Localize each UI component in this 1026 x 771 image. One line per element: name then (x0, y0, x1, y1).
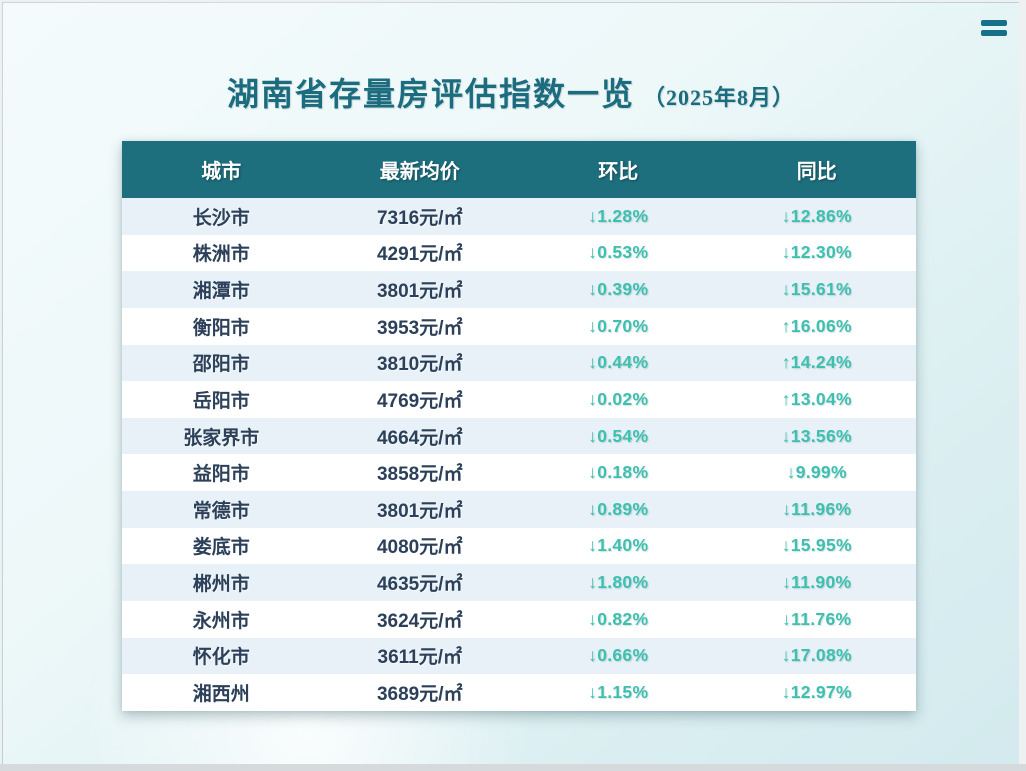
yoy-cell: ↓9.99% (786, 462, 847, 483)
mom-cell: ↓1.15% (588, 681, 649, 702)
table-row: 怀化市 3611元/㎡ ↓0.66% ↓17.08% (122, 637, 916, 675)
table-header-row: 城市 最新均价 环比 同比 (122, 141, 916, 198)
page-title-main: 湖南省存量房评估指数一览 (226, 76, 635, 112)
city-cell: 娄底市 (192, 537, 250, 559)
city-cell: 怀化市 (192, 647, 250, 669)
mom-cell: ↓0.18% (588, 462, 649, 483)
city-cell: 邵阳市 (192, 354, 250, 376)
table-row: 衡阳市 3953元/㎡ ↓0.70% ↑16.06% (122, 307, 916, 345)
city-cell: 衡阳市 (192, 317, 250, 339)
price-cell: 3953元/㎡ (376, 317, 463, 339)
price-cell: 3801元/㎡ (376, 281, 463, 303)
table-row: 湘潭市 3801元/㎡ ↓0.39% ↓15.61% (122, 271, 916, 308)
price-cell: 4291元/㎡ (376, 244, 463, 266)
city-cell: 长沙市 (192, 207, 250, 229)
yoy-cell: ↓15.95% (781, 535, 852, 556)
table-row: 湘西州 3689元/㎡ ↓1.15% ↓12.97% (122, 674, 916, 711)
table-row: 益阳市 3858元/㎡ ↓0.18% ↓9.99% (122, 454, 916, 491)
hamburger-menu-icon[interactable] (981, 20, 1007, 36)
mom-cell: ↓0.66% (588, 645, 649, 666)
price-cell: 3801元/㎡ (376, 500, 463, 522)
yoy-cell: ↓12.86% (781, 205, 852, 226)
table-row: 常德市 3801元/㎡ ↓0.89% ↓11.96% (122, 491, 916, 528)
table-row: 张家界市 4664元/㎡ ↓0.54% ↓13.56% (122, 417, 916, 455)
city-cell: 常德市 (192, 500, 250, 522)
yoy-cell: ↑14.24% (781, 352, 852, 373)
mom-cell: ↓0.54% (588, 425, 649, 446)
header-yoy: 同比 (796, 161, 837, 183)
page-bottom-edge (0, 764, 1026, 771)
mom-cell: ↓0.39% (588, 279, 649, 300)
yoy-cell: ↓11.96% (782, 498, 852, 519)
yoy-cell: ↓17.08% (781, 645, 852, 666)
city-cell: 郴州市 (192, 574, 250, 596)
mom-cell: ↓0.82% (588, 608, 649, 629)
price-cell: 7316元/㎡ (376, 207, 463, 229)
header-mom: 环比 (598, 161, 639, 183)
table-row: 郴州市 4635元/㎡ ↓1.80% ↓11.90% (122, 564, 916, 601)
page-title-suffix: （2025年8月） (643, 85, 796, 110)
menu-bar (981, 30, 1007, 36)
yoy-cell: ↓11.76% (782, 608, 852, 629)
price-cell: 4769元/㎡ (376, 390, 463, 412)
price-cell: 3689元/㎡ (376, 683, 463, 705)
header-latest-price: 最新均价 (379, 161, 460, 183)
table-row: 邵阳市 3810元/㎡ ↓0.44% ↑14.24% (122, 344, 916, 382)
price-cell: 4080元/㎡ (376, 537, 463, 559)
yoy-cell: ↓11.90% (782, 572, 852, 593)
page-title: 湖南省存量房评估指数一览 （2025年8月） (3, 69, 1019, 115)
price-cell: 3810元/㎡ (376, 354, 463, 376)
mom-cell: ↓0.70% (588, 315, 649, 336)
mom-cell: ↓0.02% (588, 388, 649, 409)
yoy-cell: ↓13.56% (781, 425, 852, 446)
table-row: 娄底市 4080元/㎡ ↓1.40% ↓15.95% (122, 527, 916, 565)
price-cell: 3858元/㎡ (376, 464, 463, 486)
housing-index-table: 城市 最新均价 环比 同比 长沙市 7316元/㎡ ↓1.28% ↓12.86% 株洲市… (122, 141, 916, 711)
price-cell: 3624元/㎡ (376, 610, 463, 632)
mom-cell: ↓1.80% (588, 572, 649, 593)
city-cell: 张家界市 (183, 427, 260, 449)
mom-cell: ↓0.44% (588, 352, 649, 373)
mom-cell: ↓1.28% (588, 205, 649, 226)
menu-bar (981, 20, 1007, 26)
yoy-cell: ↑13.04% (781, 388, 852, 409)
mom-cell: ↓1.40% (588, 535, 649, 556)
city-cell: 岳阳市 (192, 390, 250, 412)
city-cell: 湘西州 (192, 683, 250, 705)
yoy-cell: ↓12.30% (781, 242, 852, 263)
table-row: 株洲市 4291元/㎡ ↓0.53% ↓12.30% (122, 234, 916, 272)
yoy-cell: ↓15.61% (781, 279, 852, 300)
price-cell: 4664元/㎡ (376, 427, 463, 449)
mom-cell: ↓0.53% (588, 242, 649, 263)
yoy-cell: ↓12.97% (781, 681, 852, 702)
table-row: 岳阳市 4769元/㎡ ↓0.02% ↑13.04% (122, 381, 916, 418)
table-row: 永州市 3624元/㎡ ↓0.82% ↓11.76% (122, 600, 916, 638)
price-cell: 4635元/㎡ (376, 574, 463, 596)
city-cell: 益阳市 (192, 464, 250, 486)
yoy-cell: ↑16.06% (781, 315, 852, 336)
city-cell: 株洲市 (192, 244, 250, 266)
city-cell: 永州市 (192, 610, 250, 632)
table-body: 长沙市 7316元/㎡ ↓1.28% ↓12.86% 株洲市 4291元/㎡ ↓0.53% ↓… (122, 198, 916, 711)
mom-cell: ↓0.89% (588, 498, 649, 519)
price-cell: 3611元/㎡ (377, 647, 463, 669)
header-city: 城市 (201, 161, 242, 183)
table-row: 长沙市 7316元/㎡ ↓1.28% ↓12.86% (122, 198, 916, 235)
city-cell: 湘潭市 (192, 281, 250, 303)
